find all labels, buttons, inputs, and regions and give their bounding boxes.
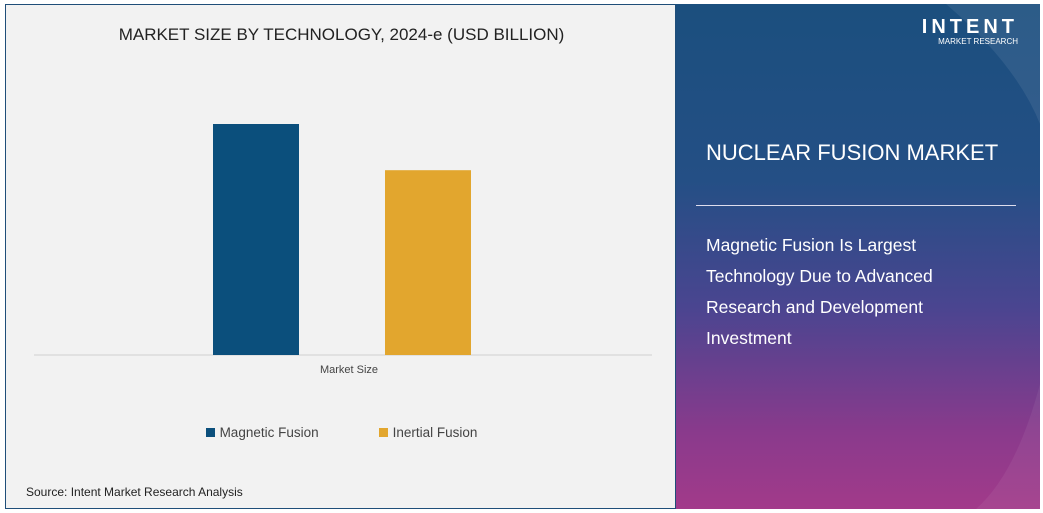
bar-chart	[34, 124, 652, 356]
legend-swatch	[378, 428, 388, 437]
x-category-label: Market Size	[319, 364, 379, 376]
legend-item-magnetic: Magnetic Fusion	[205, 425, 319, 440]
chart-panel: MARKET SIZE BY TECHNOLOGY, 2024-e (USD B…	[5, 4, 676, 509]
legend-label: Magnetic Fusion	[219, 425, 319, 440]
legend-swatch	[205, 428, 215, 437]
legend-item-inertial: Inertial Fusion	[378, 425, 478, 440]
divider	[696, 205, 1016, 206]
legend: Magnetic Fusion Inertial Fusion	[6, 425, 677, 440]
decorative-curve	[946, 4, 1040, 509]
report-title: NUCLEAR FUSION MARKET	[706, 140, 999, 165]
source-note: Source: Intent Market Research Analysis	[26, 485, 243, 499]
info-panel: INTENT MARKET RESEARCH NUCLEAR FUSION MA…	[676, 4, 1040, 509]
intent-logo: INTENT MARKET RESEARCH	[921, 16, 1018, 46]
key-insight: Magnetic Fusion Is Largest Technology Du…	[706, 235, 933, 348]
chart-title: MARKET SIZE BY TECHNOLOGY, 2024-e (USD B…	[118, 25, 565, 44]
legend-label: Inertial Fusion	[392, 425, 478, 440]
bar-inertial-fusion	[385, 170, 471, 355]
bar-magnetic-fusion	[213, 124, 299, 355]
